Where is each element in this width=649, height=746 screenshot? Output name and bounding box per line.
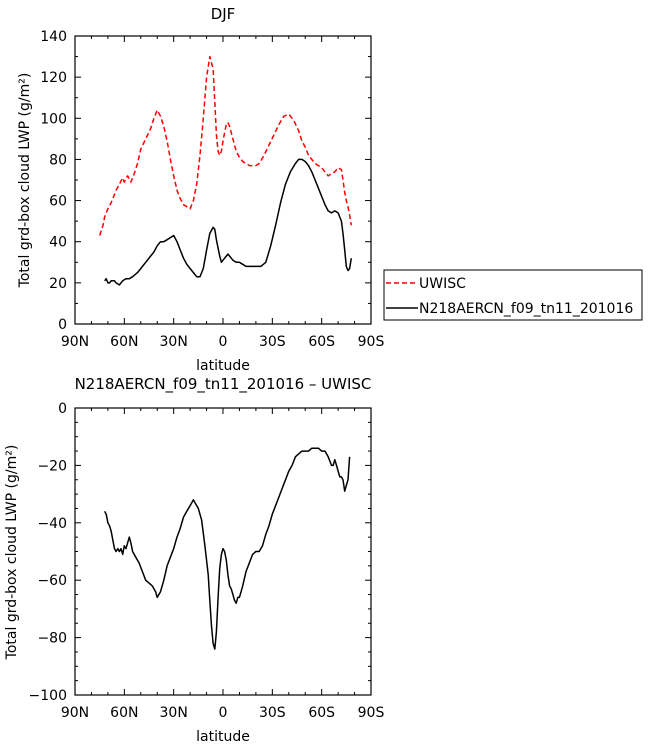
y-tick-label: 0 bbox=[58, 401, 67, 417]
x-tick-label: 60S bbox=[308, 334, 335, 350]
top-panel-title: DJF bbox=[211, 5, 236, 23]
x-tick-label: 60N bbox=[110, 334, 138, 350]
legend-box bbox=[383, 269, 643, 321]
x-tick-label: 30S bbox=[259, 705, 286, 721]
y-tick-label: −60 bbox=[37, 573, 67, 589]
top-x-axis-label: latitude bbox=[196, 358, 250, 374]
x-tick-label: 30N bbox=[160, 705, 188, 721]
y-tick-label: −100 bbox=[29, 688, 67, 704]
x-tick-label: 90S bbox=[358, 334, 385, 350]
x-tick-label: 90N bbox=[61, 334, 89, 350]
x-tick-label: 90N bbox=[61, 705, 89, 721]
y-tick-label: 120 bbox=[40, 70, 67, 86]
y-tick-label: 100 bbox=[40, 111, 67, 127]
bottom-y-axis-label: Total grd-box cloud LWP (g/m²) bbox=[4, 445, 20, 661]
x-tick-label: 90S bbox=[358, 705, 385, 721]
y-tick-label: 20 bbox=[49, 276, 67, 292]
y-tick-label: 140 bbox=[40, 29, 67, 45]
y-tick-label: −80 bbox=[37, 631, 67, 647]
y-tick-label: 40 bbox=[49, 235, 67, 251]
legend: UWISC N218AERCN_f09_tn11_201016 bbox=[383, 269, 643, 321]
x-tick-label: 60S bbox=[308, 705, 335, 721]
y-tick-label: 0 bbox=[58, 317, 67, 333]
x-tick-label: 0 bbox=[219, 334, 228, 350]
x-tick-label: 30S bbox=[259, 334, 286, 350]
bottom-panel: N218AERCN_f09_tn11_201016 – UWISC 90N 60N… bbox=[4, 375, 384, 745]
legend-label-uwisc: UWISC bbox=[419, 276, 466, 292]
series-line-1 bbox=[103, 447, 351, 650]
series-line-2 bbox=[104, 158, 353, 286]
top-plot-frame bbox=[74, 35, 372, 325]
series-line-1 bbox=[98, 55, 353, 236]
y-tick-label: −20 bbox=[37, 458, 67, 474]
bottom-x-axis-label: latitude bbox=[196, 729, 250, 745]
legend-label-model: N218AERCN_f09_tn11_201016 bbox=[419, 301, 633, 317]
x-tick-label: 30N bbox=[160, 334, 188, 350]
bottom-panel-title: N218AERCN_f09_tn11_201016 – UWISC bbox=[75, 375, 372, 394]
y-tick-label: −40 bbox=[37, 516, 67, 532]
x-tick-label: 0 bbox=[219, 705, 228, 721]
x-tick-label: 60N bbox=[110, 705, 138, 721]
y-tick-label: 80 bbox=[49, 152, 67, 168]
y-tick-label: 60 bbox=[49, 194, 67, 210]
top-panel: DJF 90N 60N 30N 0 30S 60S 90S 0 20 40 60 80 100 120 1… bbox=[17, 5, 643, 374]
top-y-axis-label: Total grd-box cloud LWP (g/m²) bbox=[17, 73, 33, 289]
